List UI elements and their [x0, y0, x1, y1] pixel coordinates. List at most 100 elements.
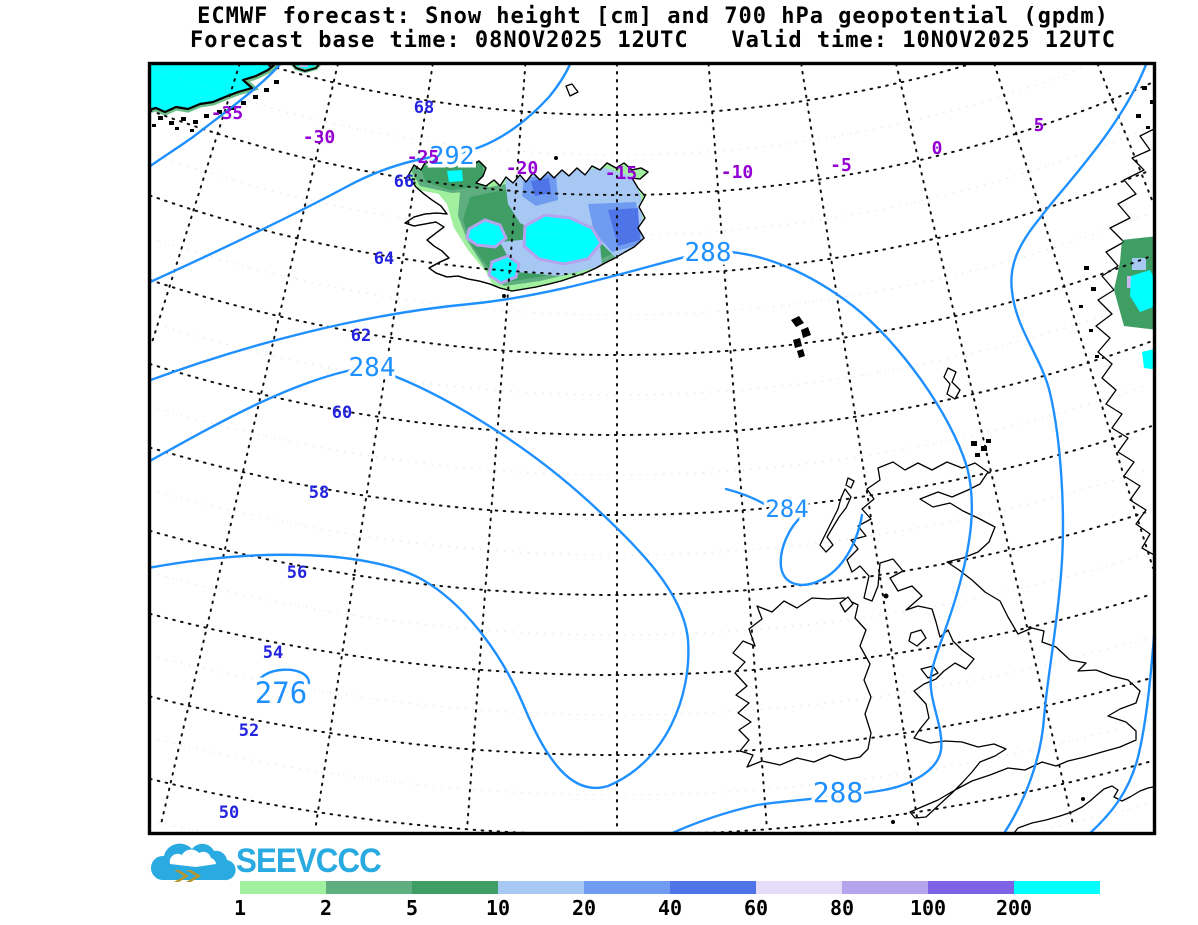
great-britain: [846, 461, 1141, 819]
grid-line: [800, 64, 920, 828]
seevccc-logo: SEEVCCC: [146, 836, 382, 891]
legend-segment: [670, 881, 756, 894]
legend-tick-label: 200: [995, 896, 1033, 920]
grid-line: [150, 425, 1152, 516]
grid-line: [466, 64, 527, 828]
legend-tick-label: 80: [829, 896, 855, 920]
contour-296-greenland: [150, 64, 282, 168]
longitude-label: -25: [407, 147, 440, 168]
longitude-label: -5: [830, 155, 852, 176]
longitude-label: -15: [605, 163, 638, 184]
legend-segment: [842, 881, 928, 894]
grid-line: [150, 593, 1152, 676]
legend-tick-label: 20: [571, 896, 597, 920]
title-line-2: Forecast base time: 08NOV2025 12UTC Vali…: [190, 28, 1116, 53]
contour-296-corner: [1088, 622, 1154, 833]
geopotential-contours: [150, 64, 1154, 833]
grid-line: [993, 64, 1154, 569]
legend-segment: [928, 881, 1014, 894]
legend-segment: [498, 881, 584, 894]
contour-276-low: [256, 668, 311, 687]
ireland: [732, 597, 872, 768]
contour-292-east: [1002, 64, 1148, 833]
latitude-label: 58: [309, 483, 329, 503]
legend-segment: [1014, 881, 1100, 894]
grid-line: [159, 64, 339, 828]
grid-line: [150, 82, 1152, 196]
grid-line: [150, 760, 1152, 833]
contour-284-scotland: [724, 487, 864, 587]
legend-segment: [584, 881, 670, 894]
grid-line: [150, 552, 1150, 636]
contour-label: 284: [765, 495, 808, 523]
legend-tick-label: 100: [909, 896, 947, 920]
iceland: [404, 156, 649, 298]
legend-tick-label: 2: [319, 896, 333, 920]
logo-text: SEEVCCC: [236, 842, 382, 880]
legend-tick-label: 60: [743, 896, 769, 920]
legend-segment: [756, 881, 842, 894]
grid-line: [150, 802, 1150, 833]
legend-tick-label: 1: [233, 896, 247, 920]
contour-label: 284: [349, 353, 396, 383]
grid-line: [268, 64, 970, 116]
outer-hebrides: [819, 488, 852, 553]
contour-label: 288: [685, 238, 732, 268]
legend-segment: [412, 881, 498, 894]
chevron-icon: [186, 870, 201, 882]
latitude-label: 66: [394, 172, 414, 192]
grid-line: [150, 383, 1150, 476]
grid-line: [150, 636, 1150, 716]
grid-line: [150, 126, 1150, 236]
contour-292-west: [150, 64, 572, 284]
legend-colorbar: [240, 881, 1100, 894]
title-line-1: ECMWF forecast: Snow height [cm] and 700…: [197, 4, 1109, 29]
arran: [883, 593, 889, 599]
map-labels: 29228828428427628868666462605856545250-3…: [211, 98, 1045, 823]
latitude-label: 52: [239, 721, 259, 741]
lewis: [845, 477, 855, 489]
faroe-islands: [791, 316, 811, 358]
latitude-label: 64: [374, 249, 394, 269]
anglesey: [920, 665, 939, 679]
islay: [839, 596, 854, 613]
grid-line: [150, 64, 241, 345]
contour-label: 292: [429, 141, 474, 170]
greenland: [150, 64, 323, 132]
longitude-label: -30: [303, 127, 336, 148]
channel-island: [1081, 797, 1085, 801]
legend-segment: [240, 881, 326, 894]
legend-tick-label: 5: [405, 896, 419, 920]
legend-tick-label: 40: [657, 896, 683, 920]
orkney: [971, 439, 991, 457]
latitude-label: 68: [414, 98, 434, 118]
contour-288-main: [150, 250, 974, 833]
cloud-highlight: [169, 849, 216, 867]
grimsey-islet: [554, 156, 558, 160]
france: [1013, 785, 1154, 833]
map-border: [147, 61, 1157, 836]
grid-line: [150, 255, 1152, 356]
longitude-label: -20: [506, 158, 539, 179]
latitude-label: 60: [332, 403, 352, 423]
vestmannaeyjar-islet: [502, 294, 506, 298]
legend-tick-label: 10: [485, 896, 511, 920]
grid-line: [314, 64, 434, 828]
norway-islets: [1079, 86, 1154, 358]
grid-line: [895, 64, 1075, 828]
grid-line: [150, 468, 1150, 556]
chevron-icon: [174, 870, 189, 882]
grid-line: [150, 169, 1152, 276]
grid-line: [150, 340, 1152, 436]
grid-line: [150, 719, 1150, 796]
contour-284-main: [150, 365, 690, 789]
isle-of-man: [908, 629, 927, 647]
latitude-label: 54: [263, 643, 283, 663]
shetland: [943, 367, 961, 400]
longitude-label: -10: [721, 162, 754, 183]
contour-label: 276: [255, 676, 307, 710]
scilly: [891, 820, 895, 824]
latitude-label: 50: [219, 803, 239, 823]
